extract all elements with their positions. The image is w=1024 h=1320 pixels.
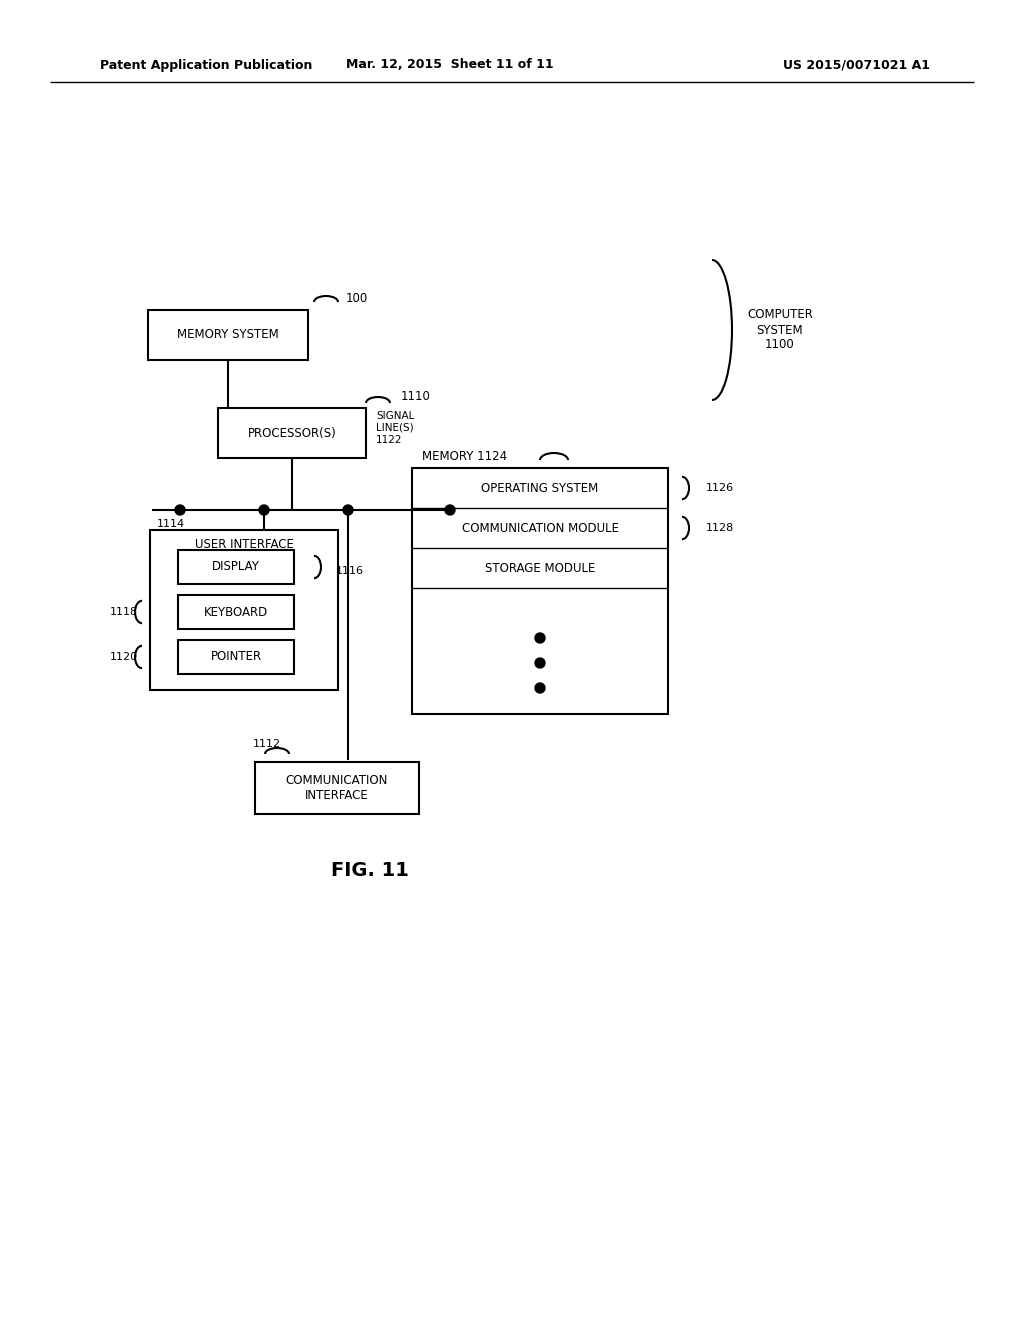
Text: 1120: 1120 (110, 652, 138, 663)
Text: DISPLAY: DISPLAY (212, 561, 260, 573)
Text: Patent Application Publication: Patent Application Publication (100, 58, 312, 71)
Bar (148, 310, 308, 360)
Text: MEMORY 1124: MEMORY 1124 (422, 450, 507, 462)
Text: 1128: 1128 (706, 523, 734, 533)
Circle shape (175, 506, 185, 515)
Text: SIGNAL
LINE(S)
1122: SIGNAL LINE(S) 1122 (376, 412, 415, 445)
Text: 1114: 1114 (157, 519, 185, 529)
Text: STORAGE MODULE: STORAGE MODULE (484, 561, 595, 574)
Text: OPERATING SYSTEM: OPERATING SYSTEM (481, 482, 599, 495)
Circle shape (445, 506, 455, 515)
Bar (218, 408, 366, 458)
Circle shape (535, 634, 545, 643)
Text: COMPUTER
SYSTEM
1100: COMPUTER SYSTEM 1100 (748, 309, 813, 351)
Text: 1118: 1118 (110, 607, 138, 616)
Text: MEMORY SYSTEM: MEMORY SYSTEM (177, 329, 279, 342)
Text: 1110: 1110 (401, 389, 431, 403)
Text: KEYBOARD: KEYBOARD (204, 606, 268, 619)
Bar (178, 640, 294, 675)
Bar (255, 762, 419, 814)
Circle shape (535, 657, 545, 668)
Text: COMMUNICATION MODULE: COMMUNICATION MODULE (462, 521, 618, 535)
Text: 100: 100 (346, 292, 369, 305)
Bar (178, 595, 294, 630)
Bar (178, 550, 294, 583)
Bar (150, 531, 338, 690)
Circle shape (535, 682, 545, 693)
Bar (412, 469, 668, 714)
Text: 1126: 1126 (706, 483, 734, 492)
Text: PROCESSOR(S): PROCESSOR(S) (248, 426, 336, 440)
Text: FIG. 11: FIG. 11 (331, 861, 409, 879)
Text: POINTER: POINTER (211, 651, 261, 664)
Text: Mar. 12, 2015  Sheet 11 of 11: Mar. 12, 2015 Sheet 11 of 11 (346, 58, 554, 71)
Text: USER INTERFACE: USER INTERFACE (195, 537, 294, 550)
Circle shape (343, 506, 353, 515)
Text: US 2015/0071021 A1: US 2015/0071021 A1 (783, 58, 930, 71)
Text: 1116: 1116 (336, 566, 364, 576)
Text: COMMUNICATION
INTERFACE: COMMUNICATION INTERFACE (286, 774, 388, 803)
Text: 1112: 1112 (253, 739, 282, 748)
Circle shape (259, 506, 269, 515)
